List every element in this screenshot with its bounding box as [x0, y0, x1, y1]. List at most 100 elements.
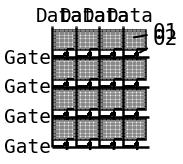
Point [94, 89, 97, 92]
Point [64, 31, 67, 33]
Point [85, 127, 88, 130]
Point [136, 76, 139, 78]
Point [79, 43, 82, 46]
Point [88, 62, 91, 65]
Point [101, 70, 104, 73]
Point [132, 34, 135, 36]
Point [118, 72, 121, 74]
Point [100, 137, 102, 139]
Point [96, 135, 98, 138]
Point [59, 133, 62, 135]
Point [60, 77, 63, 80]
Point [139, 74, 141, 77]
Point [80, 92, 83, 94]
Point [77, 36, 80, 39]
Point [141, 31, 144, 33]
Point [135, 120, 138, 123]
Point [66, 99, 69, 101]
Point [70, 99, 72, 101]
Point [96, 130, 98, 133]
Point [68, 47, 71, 50]
Point [113, 104, 115, 107]
Point [127, 47, 130, 50]
Point [93, 124, 96, 127]
Point [135, 59, 138, 62]
Point [107, 129, 110, 131]
Point [71, 107, 74, 110]
Point [114, 63, 117, 66]
Point [133, 133, 136, 135]
Point [119, 63, 122, 66]
Point [141, 127, 144, 130]
Point [53, 34, 56, 36]
Point [64, 36, 67, 39]
Point [126, 59, 128, 62]
Point [127, 107, 130, 110]
Point [87, 61, 89, 63]
Point [76, 104, 79, 107]
Point [132, 70, 135, 73]
Point [64, 134, 67, 137]
Point [84, 96, 87, 99]
Point [79, 129, 82, 131]
Point [119, 69, 122, 72]
Point [123, 120, 126, 123]
Point [64, 45, 67, 47]
Point [64, 39, 67, 42]
Point [76, 46, 79, 49]
Point [79, 59, 82, 62]
Point [102, 61, 105, 63]
Point [135, 41, 138, 43]
Point [128, 119, 131, 122]
Point [102, 93, 105, 96]
Point [137, 126, 140, 128]
Point [133, 96, 136, 99]
Point [131, 77, 134, 80]
Point [107, 34, 110, 36]
Point [63, 137, 66, 139]
Point [105, 91, 108, 93]
Point [53, 123, 56, 126]
Point [124, 32, 127, 35]
Point [124, 63, 127, 66]
Point [137, 62, 140, 65]
Point [87, 76, 89, 78]
Point [63, 76, 66, 78]
Point [83, 42, 85, 44]
Point [110, 89, 113, 92]
Point [106, 106, 109, 108]
Point [107, 30, 110, 32]
Point [58, 135, 61, 138]
Point [87, 129, 89, 131]
Point [105, 63, 108, 66]
Point [90, 100, 93, 103]
Point [114, 89, 117, 92]
Point [89, 32, 92, 35]
Point [142, 63, 145, 66]
Point [54, 77, 57, 80]
Point [111, 124, 114, 127]
Point [66, 61, 69, 63]
Point [119, 135, 122, 138]
Point [70, 31, 72, 33]
Point [118, 133, 121, 135]
Point [62, 63, 65, 66]
Point [141, 133, 144, 135]
Point [54, 61, 57, 63]
Point [111, 91, 114, 93]
Point [132, 102, 135, 104]
Point [96, 76, 98, 78]
Text: Data: Data [106, 7, 153, 26]
Point [81, 42, 84, 44]
Point [123, 32, 126, 35]
Point [58, 35, 61, 38]
Point [116, 74, 119, 77]
Point [111, 127, 114, 130]
Point [58, 92, 61, 94]
Point [139, 130, 141, 133]
Point [77, 104, 80, 107]
Point [79, 103, 82, 105]
Point [113, 66, 115, 69]
Point [100, 123, 102, 126]
Point [85, 68, 88, 70]
